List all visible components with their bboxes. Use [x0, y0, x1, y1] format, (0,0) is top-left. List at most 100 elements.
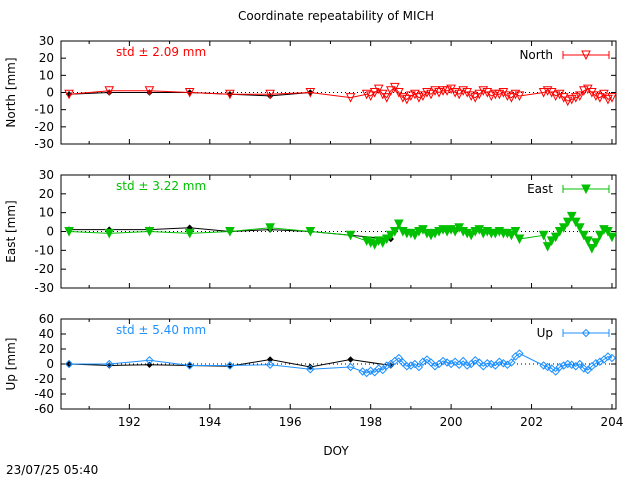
data-point-east	[583, 236, 593, 247]
data-point-north	[373, 84, 384, 95]
x-tick-label: 202	[520, 415, 543, 429]
data-point-north	[389, 82, 400, 93]
data-point-east	[506, 230, 517, 241]
data-point-north	[410, 89, 420, 100]
data-point-north	[603, 94, 613, 105]
data-point-north	[365, 91, 376, 102]
data-point-up	[475, 358, 484, 367]
y-tick-label: -20	[34, 262, 54, 276]
data-point-north	[466, 91, 477, 102]
data-point-up	[442, 358, 452, 367]
data-point-east	[591, 238, 601, 248]
data-point-up	[430, 362, 440, 371]
data-point-north	[361, 89, 372, 100]
chart-panels: -30 -20 -10 0 10 20 30 North [mm] std ± 2.09 mm N…	[4, 34, 623, 429]
data-point-up	[539, 361, 548, 370]
data-point-north	[506, 93, 517, 103]
data-point-up	[402, 362, 412, 371]
y-tick-label: 0	[46, 86, 54, 100]
data-point-east	[144, 227, 155, 237]
data-point-east	[562, 217, 573, 228]
data-point-north	[607, 93, 617, 103]
data-point-north	[579, 86, 589, 96]
data-point-up	[306, 365, 315, 374]
data-point-north	[542, 86, 553, 96]
data-point-up	[503, 360, 512, 369]
y-tick-label: -30	[34, 137, 54, 151]
data-point-north	[446, 84, 456, 95]
data-point-east	[554, 227, 565, 237]
data-point-east	[466, 230, 477, 241]
y-tick-label: 20	[39, 187, 54, 201]
data-point-up	[603, 352, 613, 361]
data-point-east	[377, 238, 388, 248]
data-point-north	[558, 93, 569, 103]
data-point-north	[345, 93, 356, 103]
data-point-up	[450, 357, 460, 366]
data-point-up	[495, 357, 504, 366]
data-point-up	[458, 356, 468, 366]
y-tick-label: 60	[39, 312, 54, 326]
data-point-north	[502, 91, 513, 102]
data-point-up	[410, 359, 420, 369]
data-point-north	[570, 93, 581, 103]
data-point-up	[185, 361, 194, 370]
data-point-north	[482, 88, 493, 98]
data-point-north	[514, 91, 525, 102]
data-point-north	[574, 91, 585, 102]
y-tick-label: 10	[39, 206, 54, 220]
data-point-east	[64, 227, 74, 237]
data-point-up	[487, 359, 496, 369]
legend: Up	[537, 326, 610, 340]
data-point-up	[64, 359, 74, 369]
data-point-east	[607, 232, 617, 243]
data-point-east	[538, 230, 549, 241]
data-point-up	[394, 353, 404, 363]
y-tick-label: 30	[39, 168, 54, 182]
data-point-up	[378, 365, 387, 375]
data-point-up	[374, 364, 383, 373]
data-point-up	[145, 356, 154, 365]
data-point-north	[454, 89, 464, 100]
data-point-up	[438, 356, 448, 366]
y-tick-label: 20	[39, 342, 54, 356]
data-point-north	[377, 89, 388, 100]
legend: North	[519, 48, 610, 62]
data-point-up	[358, 367, 367, 376]
data-point-up	[446, 359, 456, 369]
data-point-up	[467, 359, 476, 369]
data-point-up	[454, 360, 464, 369]
data-point-up	[571, 362, 580, 371]
data-point-north	[265, 89, 275, 100]
data-point-north	[554, 89, 565, 100]
data-point-up	[105, 359, 114, 369]
reference-point	[266, 356, 274, 363]
data-point-north	[402, 94, 412, 105]
data-point-north	[550, 91, 561, 102]
data-point-up	[567, 360, 576, 369]
legend: East	[527, 182, 610, 196]
data-point-north	[546, 88, 557, 98]
x-tick-label: 200	[440, 415, 463, 429]
data-point-north	[462, 88, 473, 98]
data-point-up	[551, 367, 560, 376]
data-point-up	[225, 361, 235, 370]
data-point-up	[346, 362, 355, 372]
y-tick-label: 30	[39, 34, 54, 48]
data-point-east	[550, 232, 561, 243]
data-point-up	[471, 356, 480, 365]
data-point-north	[225, 89, 235, 100]
data-point-north	[494, 89, 505, 100]
data-point-up	[555, 362, 564, 372]
data-point-north	[184, 88, 195, 98]
data-point-north	[385, 86, 396, 96]
data-point-north	[538, 88, 549, 98]
data-point-east	[542, 242, 553, 252]
data-point-east	[265, 223, 275, 233]
data-point-up	[575, 359, 585, 369]
data-point-east	[587, 243, 597, 254]
legend-label: East	[527, 182, 553, 196]
std-annotation: std ± 3.22 mm	[116, 179, 206, 193]
